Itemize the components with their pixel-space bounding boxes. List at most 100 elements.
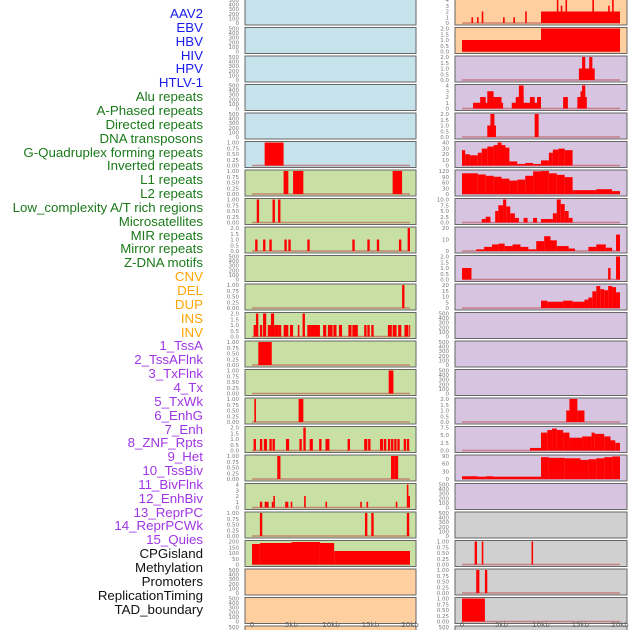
data-bar <box>547 301 564 308</box>
data-bar <box>501 145 506 166</box>
data-bar <box>520 246 529 251</box>
data-bar <box>481 148 488 166</box>
data-bar <box>550 240 557 251</box>
data-bar <box>406 513 410 536</box>
y-tick-label: 0.00 <box>227 420 240 426</box>
y-tick-label: 400 <box>229 573 240 579</box>
y-tick-label: 0 <box>236 620 240 626</box>
data-bar <box>364 513 368 536</box>
y-tick-label: 1.5 <box>440 260 449 266</box>
y-tick-label: 0.00 <box>227 192 240 198</box>
x-tick-label: 10kb <box>322 621 340 629</box>
y-tick-label: 0.00 <box>227 221 240 227</box>
data-bar <box>615 442 620 451</box>
y-tick-label: 200 <box>439 382 450 388</box>
y-tick-label: 50 <box>232 557 239 563</box>
data-bar <box>525 11 527 23</box>
data-bar <box>278 199 281 223</box>
track-label: Mirror repeats <box>120 241 203 257</box>
data-bar <box>366 501 369 508</box>
y-tick-label: 0.00 <box>227 363 240 369</box>
y-tick-label: 0.75 <box>227 460 240 466</box>
data-bar <box>302 313 305 337</box>
data-bar <box>394 456 399 479</box>
data-bar <box>612 0 614 23</box>
data-bar <box>566 410 570 422</box>
panel-background <box>244 340 417 368</box>
track-label: HIV <box>180 47 203 63</box>
data-bar <box>510 213 515 223</box>
y-tick-label: 2.5 <box>440 441 449 447</box>
data-bar <box>462 268 472 280</box>
y-tick-label: 300 <box>229 606 240 612</box>
data-bar <box>525 162 534 166</box>
track-label: Directed repeats <box>105 116 203 132</box>
panel-background <box>244 625 417 630</box>
y-tick-label: 10 <box>442 295 449 301</box>
data-bar <box>319 543 335 565</box>
data-bar <box>487 91 494 109</box>
y-tick-label: 0.0 <box>440 221 449 227</box>
y-tick-label: 40 <box>442 141 449 147</box>
data-bar <box>462 598 485 622</box>
track-label: INV <box>180 324 203 340</box>
data-bar <box>465 154 470 166</box>
data-bar <box>537 97 541 109</box>
data-bar <box>569 399 578 422</box>
data-bar <box>327 325 333 337</box>
panel-background <box>244 255 417 282</box>
data-bar <box>258 342 272 365</box>
y-tick-label: 500 <box>229 55 240 61</box>
data-bar <box>612 287 617 308</box>
y-tick-label: 0.75 <box>227 346 240 352</box>
data-bar <box>582 436 592 451</box>
y-tick-label: 100 <box>439 387 450 393</box>
data-bar <box>541 219 553 223</box>
data-bar <box>487 146 494 166</box>
y-tick-label: 7.5 <box>440 426 449 432</box>
y-tick-label: 0.50 <box>437 580 450 586</box>
data-bar <box>564 211 569 223</box>
data-bar <box>568 248 575 251</box>
data-bar <box>476 570 480 593</box>
y-tick-label: 2.0 <box>440 255 449 261</box>
panel-background <box>454 340 628 368</box>
data-bar <box>492 244 499 251</box>
data-bar <box>304 496 306 508</box>
panel-background <box>454 397 628 425</box>
data-bar <box>591 432 595 451</box>
track-label: 13_ReprPC <box>133 504 203 520</box>
y-tick-label: 5.0 <box>440 209 449 215</box>
data-bar <box>493 145 498 166</box>
y-tick-label: 0.00 <box>227 306 240 312</box>
data-bar <box>600 289 605 308</box>
data-bar <box>325 501 328 508</box>
y-tick-label: 300 <box>229 264 240 270</box>
y-tick-label: 0.0 <box>230 449 239 455</box>
track-label: 14_ReprPCWk <box>114 518 203 534</box>
data-bar <box>568 217 573 223</box>
y-tick-label: 200 <box>439 354 450 360</box>
y-tick-label: 0 <box>446 21 450 27</box>
panel-background <box>454 312 628 339</box>
track-label: HPV <box>175 61 203 77</box>
y-tick-label: 200 <box>229 582 240 588</box>
y-tick-label: 100 <box>229 551 240 557</box>
y-tick-label: 1.5 <box>230 232 239 238</box>
y-tick-label: 100 <box>439 330 450 336</box>
y-tick-label: 0 <box>236 50 240 56</box>
y-tick-label: 300 <box>439 378 450 384</box>
data-bar <box>574 190 597 194</box>
data-bar <box>288 239 291 251</box>
track-label: 11_BivFlnk <box>138 476 203 492</box>
data-bar <box>283 171 289 194</box>
data-bar <box>469 476 478 479</box>
data-bar <box>485 476 494 479</box>
y-tick-label: 400 <box>229 88 240 94</box>
panel-background <box>244 454 417 482</box>
data-bar <box>310 325 320 337</box>
